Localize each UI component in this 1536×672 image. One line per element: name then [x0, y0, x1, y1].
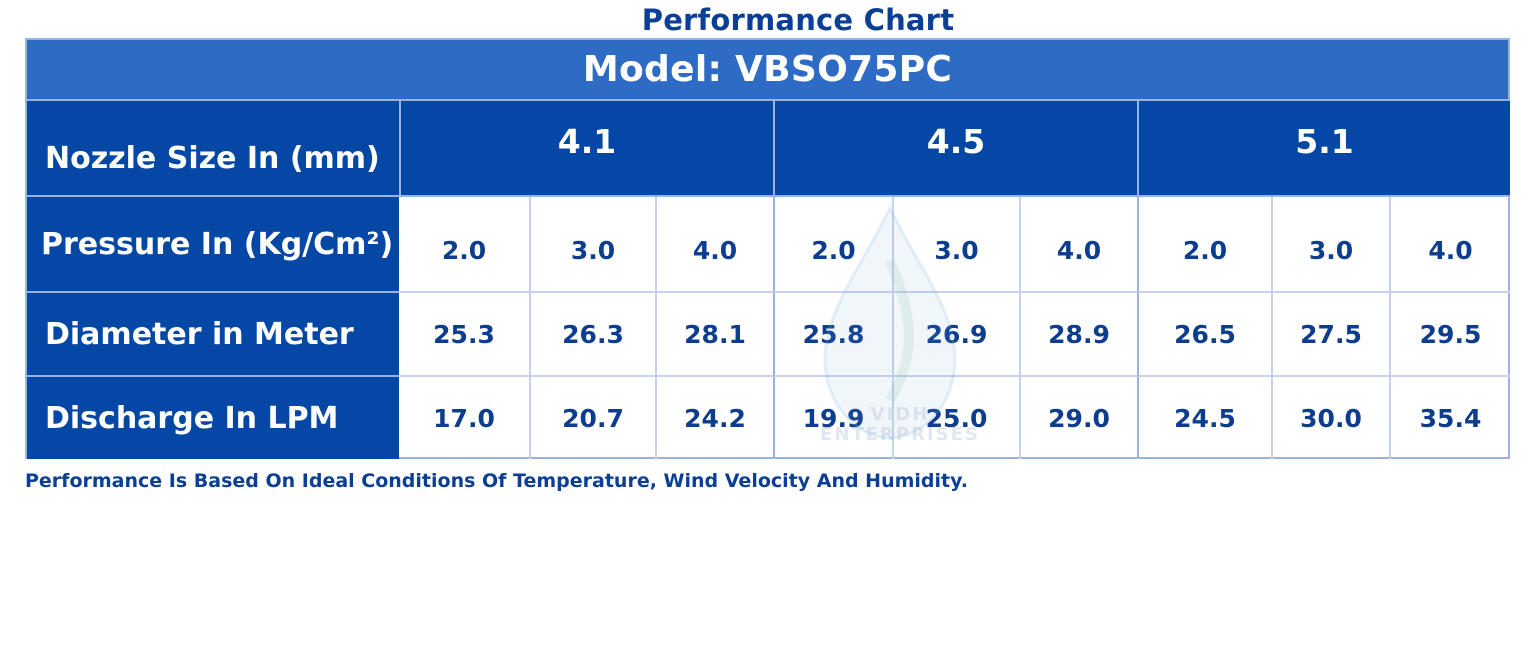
- pressure-cell: 4.0: [1019, 197, 1137, 293]
- pressure-cell: 2.0: [773, 197, 892, 293]
- discharge-cell: 24.5: [1137, 377, 1271, 459]
- discharge-cell: 19.9: [773, 377, 892, 459]
- diameter-row: 25.3 26.3 28.1 25.8 26.9 28.9 26.5 27.5 …: [399, 293, 1510, 377]
- nozzle-size-cell: 4.1: [399, 101, 773, 197]
- diameter-cell: 26.3: [529, 293, 655, 377]
- page-title: Performance Chart: [641, 3, 955, 37]
- diameter-cell: 25.3: [399, 293, 529, 377]
- nozzle-size-cell: 4.5: [773, 101, 1137, 197]
- pressure-cell: 4.0: [1389, 197, 1510, 293]
- diameter-label: Diameter in Meter: [27, 293, 399, 377]
- diameter-cell: 25.8: [773, 293, 892, 377]
- diameter-cell: 28.9: [1019, 293, 1137, 377]
- diameter-cell: 29.5: [1389, 293, 1510, 377]
- model-label: Model: VBSO75PC: [582, 49, 953, 90]
- nozzle-size-cell: 5.1: [1137, 101, 1510, 197]
- discharge-cell: 25.0: [892, 377, 1019, 459]
- discharge-cell: 29.0: [1019, 377, 1137, 459]
- nozzle-size-label: Nozzle Size In (mm): [27, 101, 399, 197]
- footnote: Performance Is Based On Ideal Conditions…: [25, 470, 968, 492]
- diameter-cell: 26.9: [892, 293, 1019, 377]
- performance-table: Model: VBSO75PC Nozzle Size In (mm) Pres…: [25, 38, 1510, 459]
- diameter-cell: 28.1: [655, 293, 773, 377]
- pressure-label: Pressure In (Kg/Cm²): [27, 197, 399, 293]
- diameter-cell: 26.5: [1137, 293, 1271, 377]
- diameter-cell: 27.5: [1271, 293, 1389, 377]
- pressure-cell: 2.0: [1137, 197, 1271, 293]
- pressure-cell: 3.0: [1271, 197, 1389, 293]
- discharge-label: Discharge In LPM: [27, 377, 399, 459]
- model-header: Model: VBSO75PC: [27, 40, 1508, 101]
- discharge-cell: 30.0: [1271, 377, 1389, 459]
- pressure-cell: 4.0: [655, 197, 773, 293]
- discharge-cell: 20.7: [529, 377, 655, 459]
- discharge-row: 17.0 20.7 24.2 19.9 25.0 29.0 24.5 30.0 …: [399, 377, 1510, 459]
- pressure-row: 2.0 3.0 4.0 2.0 3.0 4.0 2.0 3.0 4.0: [399, 197, 1510, 293]
- watermark-text: VIDH ENTERPRISES: [820, 404, 980, 445]
- discharge-cell: 17.0: [433, 403, 495, 433]
- pressure-cell: 2.0: [399, 197, 529, 293]
- discharge-cell: 35.4: [1389, 377, 1510, 459]
- pressure-cell: 3.0: [529, 197, 655, 293]
- pressure-cell: 3.0: [892, 197, 1019, 293]
- discharge-cell: 24.2: [655, 377, 773, 459]
